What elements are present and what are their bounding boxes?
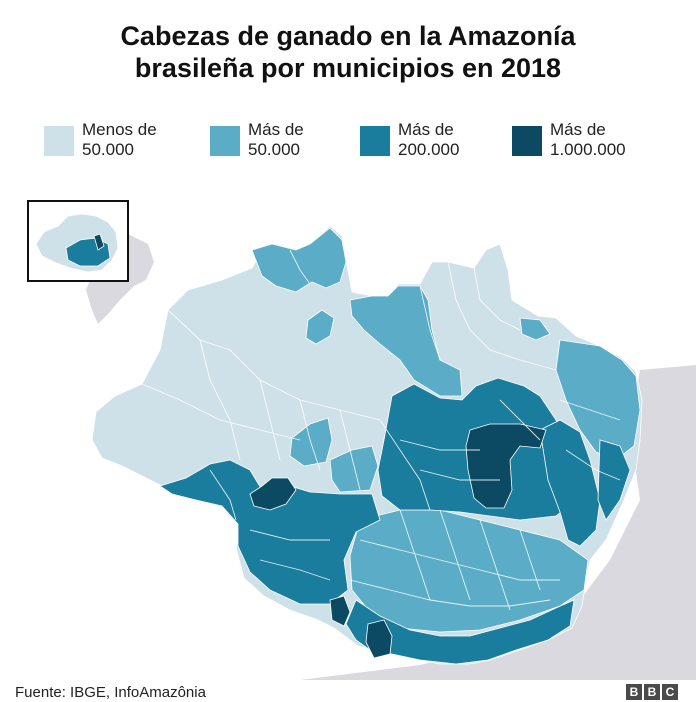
- region-mid-north-b: [349, 285, 463, 397]
- bbc-logo: B B C: [626, 684, 678, 700]
- legend-label-top: Más de 1.000.000: [550, 120, 626, 159]
- amazon-cattle-map: [27, 200, 696, 680]
- region-top-sao-felix: [465, 423, 547, 509]
- bbc-logo-letter-3: C: [662, 684, 678, 700]
- region-high-rondonia-acre: [159, 459, 381, 605]
- region-mid-north-a: [251, 227, 347, 293]
- map-title: Cabezas de ganado en la Amazonía brasile…: [0, 20, 696, 84]
- neighbor-land-east: [300, 365, 696, 680]
- region-mid-east: [519, 317, 551, 341]
- region-mid-maranhao: [555, 339, 641, 461]
- legend-swatch-mid: [210, 126, 240, 156]
- legend-label-low: Menos de 50.000: [82, 120, 157, 159]
- source-note: Fuente: IBGE, InfoAmazônia: [15, 684, 206, 701]
- legend-label-high: Más de 200.000: [398, 120, 460, 159]
- legend-swatch-high: [360, 126, 390, 156]
- region-top-acre-center: [249, 477, 297, 511]
- legend: Menos de 50.000 Más de 50.000 Más de 200.00…: [44, 118, 664, 164]
- region-mid-roraima-south: [305, 309, 335, 345]
- region-top-south-b: [365, 619, 393, 659]
- inset-locator-map: [27, 200, 154, 324]
- region-high-east-strip: [597, 439, 631, 521]
- municipal-boundaries: [141, 249, 621, 611]
- legend-swatch-top: [512, 126, 542, 156]
- region-high-tocantins: [539, 419, 601, 547]
- region-top-south-a: [329, 595, 351, 627]
- title-line-2: brasileña por municipios en 2018: [134, 53, 562, 83]
- legend-label-mid: Más de 50.000: [248, 120, 304, 159]
- bbc-logo-letter-2: B: [644, 684, 660, 700]
- bbc-logo-letter-1: B: [626, 684, 642, 700]
- legend-swatch-low: [44, 126, 74, 156]
- region-mid-west-b: [329, 445, 379, 493]
- inset-region-top: [93, 233, 105, 251]
- title-line-1: Cabezas de ganado en la Amazonía: [120, 21, 576, 51]
